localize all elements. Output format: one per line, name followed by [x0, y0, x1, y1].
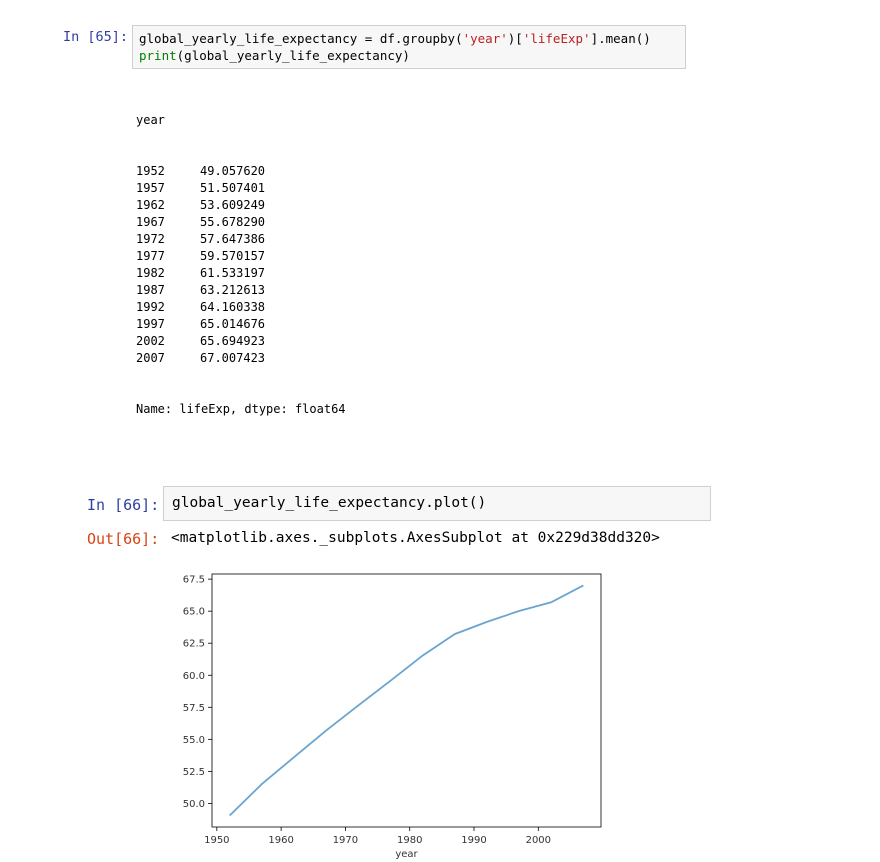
code-text: global_yearly_life_expectancy = df.group…	[139, 31, 463, 46]
output-rows: 1952 49.057620 1957 51.507401 1962 53.609249 1…	[136, 163, 346, 367]
output-row-year: 1952	[136, 164, 165, 178]
output-row-year: 1977	[136, 249, 165, 263]
output-row: 1972 57.647386	[136, 231, 346, 248]
cell2-in-prompt: In [66]:	[87, 496, 160, 514]
line-chart: 1950 1960 1970 1980 1990 2000 50.0 52.5 55.0 57.…	[183, 573, 602, 860]
code-builtin: print	[139, 48, 177, 63]
output-row-value: 65.694923	[200, 334, 266, 348]
output-footer: Name: lifeExp, dtype: float64	[136, 402, 346, 416]
output-row: 2007 67.007423	[136, 350, 346, 367]
output-row: 1992 64.160338	[136, 299, 346, 316]
code-text: )[	[507, 31, 523, 46]
output-row-year: 1982	[136, 266, 165, 280]
code-string: 'year'	[462, 31, 508, 46]
code-text: ].mean()	[590, 31, 651, 46]
output-row: 2002 65.694923	[136, 333, 346, 350]
output-row: 1967 55.678290	[136, 214, 346, 231]
output-row-year: 1972	[136, 232, 165, 246]
x-axis-label: year	[395, 849, 418, 860]
output-row-value: 63.212613	[200, 283, 266, 297]
y-tick-label: 52.5	[183, 767, 205, 778]
output-row: 1997 65.014676	[136, 316, 346, 333]
x-tick-label: 1970	[333, 835, 358, 846]
output-row-value: 49.057620	[200, 164, 266, 178]
cell2-out-prompt: Out[66]:	[87, 530, 160, 548]
output-row-value: 55.678290	[200, 215, 266, 229]
output-row-year: 2007	[136, 351, 165, 365]
x-tick-label: 1960	[268, 835, 293, 846]
output-row-value: 61.533197	[200, 266, 266, 280]
y-tick-label: 62.5	[183, 639, 205, 650]
output-row: 1952 49.057620	[136, 163, 346, 180]
output-row-year: 1967	[136, 215, 165, 229]
code-string: 'lifeExp'	[522, 31, 591, 46]
y-tick-label: 60.0	[183, 671, 205, 682]
output-row-value: 51.507401	[200, 181, 266, 195]
cell1-in-prompt: In [65]:	[63, 29, 129, 45]
output-row-year: 2002	[136, 334, 165, 348]
x-tick-label: 1980	[397, 835, 422, 846]
x-ticks: 1950 1960 1970 1980 1990 2000	[204, 827, 551, 846]
output-row: 1982 61.533197	[136, 265, 346, 282]
series-line	[229, 584, 584, 817]
y-tick-label: 65.0	[183, 607, 205, 618]
y-ticks: 50.0 52.5 55.0 57.5 60.0 62.5 65.0 67.5	[183, 575, 212, 810]
cell1-output: year 1952 49.057620 1957 51.507401 1962 53.60…	[136, 78, 346, 435]
output-row-value: 59.570157	[200, 249, 266, 263]
output-header: year	[136, 113, 165, 127]
output-row-value: 65.014676	[200, 317, 266, 331]
output-row: 1962 53.609249	[136, 197, 346, 214]
y-tick-label: 50.0	[183, 799, 205, 810]
output-row: 1977 59.570157	[136, 248, 346, 265]
output-row-year: 1957	[136, 181, 165, 195]
output-row-year: 1962	[136, 198, 165, 212]
code-text: (global_yearly_life_expectancy)	[176, 48, 410, 63]
plot-frame	[211, 573, 602, 828]
output-row: 1957 51.507401	[136, 180, 346, 197]
cell2-code-input[interactable]: global_yearly_life_expectancy.plot()	[163, 486, 711, 521]
y-tick-label: 55.0	[183, 735, 205, 746]
output-row-year: 1997	[136, 317, 165, 331]
x-tick-label: 1950	[204, 835, 229, 846]
y-tick-label: 57.5	[183, 703, 205, 714]
x-tick-label: 2000	[526, 835, 551, 846]
output-row-year: 1987	[136, 283, 165, 297]
cell1-code-input[interactable]: global_yearly_life_expectancy = df.group…	[132, 25, 686, 69]
output-row-value: 57.647386	[200, 232, 266, 246]
output-row-year: 1992	[136, 300, 165, 314]
output-row-value: 67.007423	[200, 351, 266, 365]
output-row-value: 53.609249	[200, 198, 266, 212]
cell2-output-text: <matplotlib.axes._subplots.AxesSubplot a…	[171, 530, 660, 546]
x-tick-label: 1990	[461, 835, 486, 846]
output-row-value: 64.160338	[200, 300, 266, 314]
output-row: 1987 63.212613	[136, 282, 346, 299]
y-tick-label: 67.5	[183, 575, 205, 586]
